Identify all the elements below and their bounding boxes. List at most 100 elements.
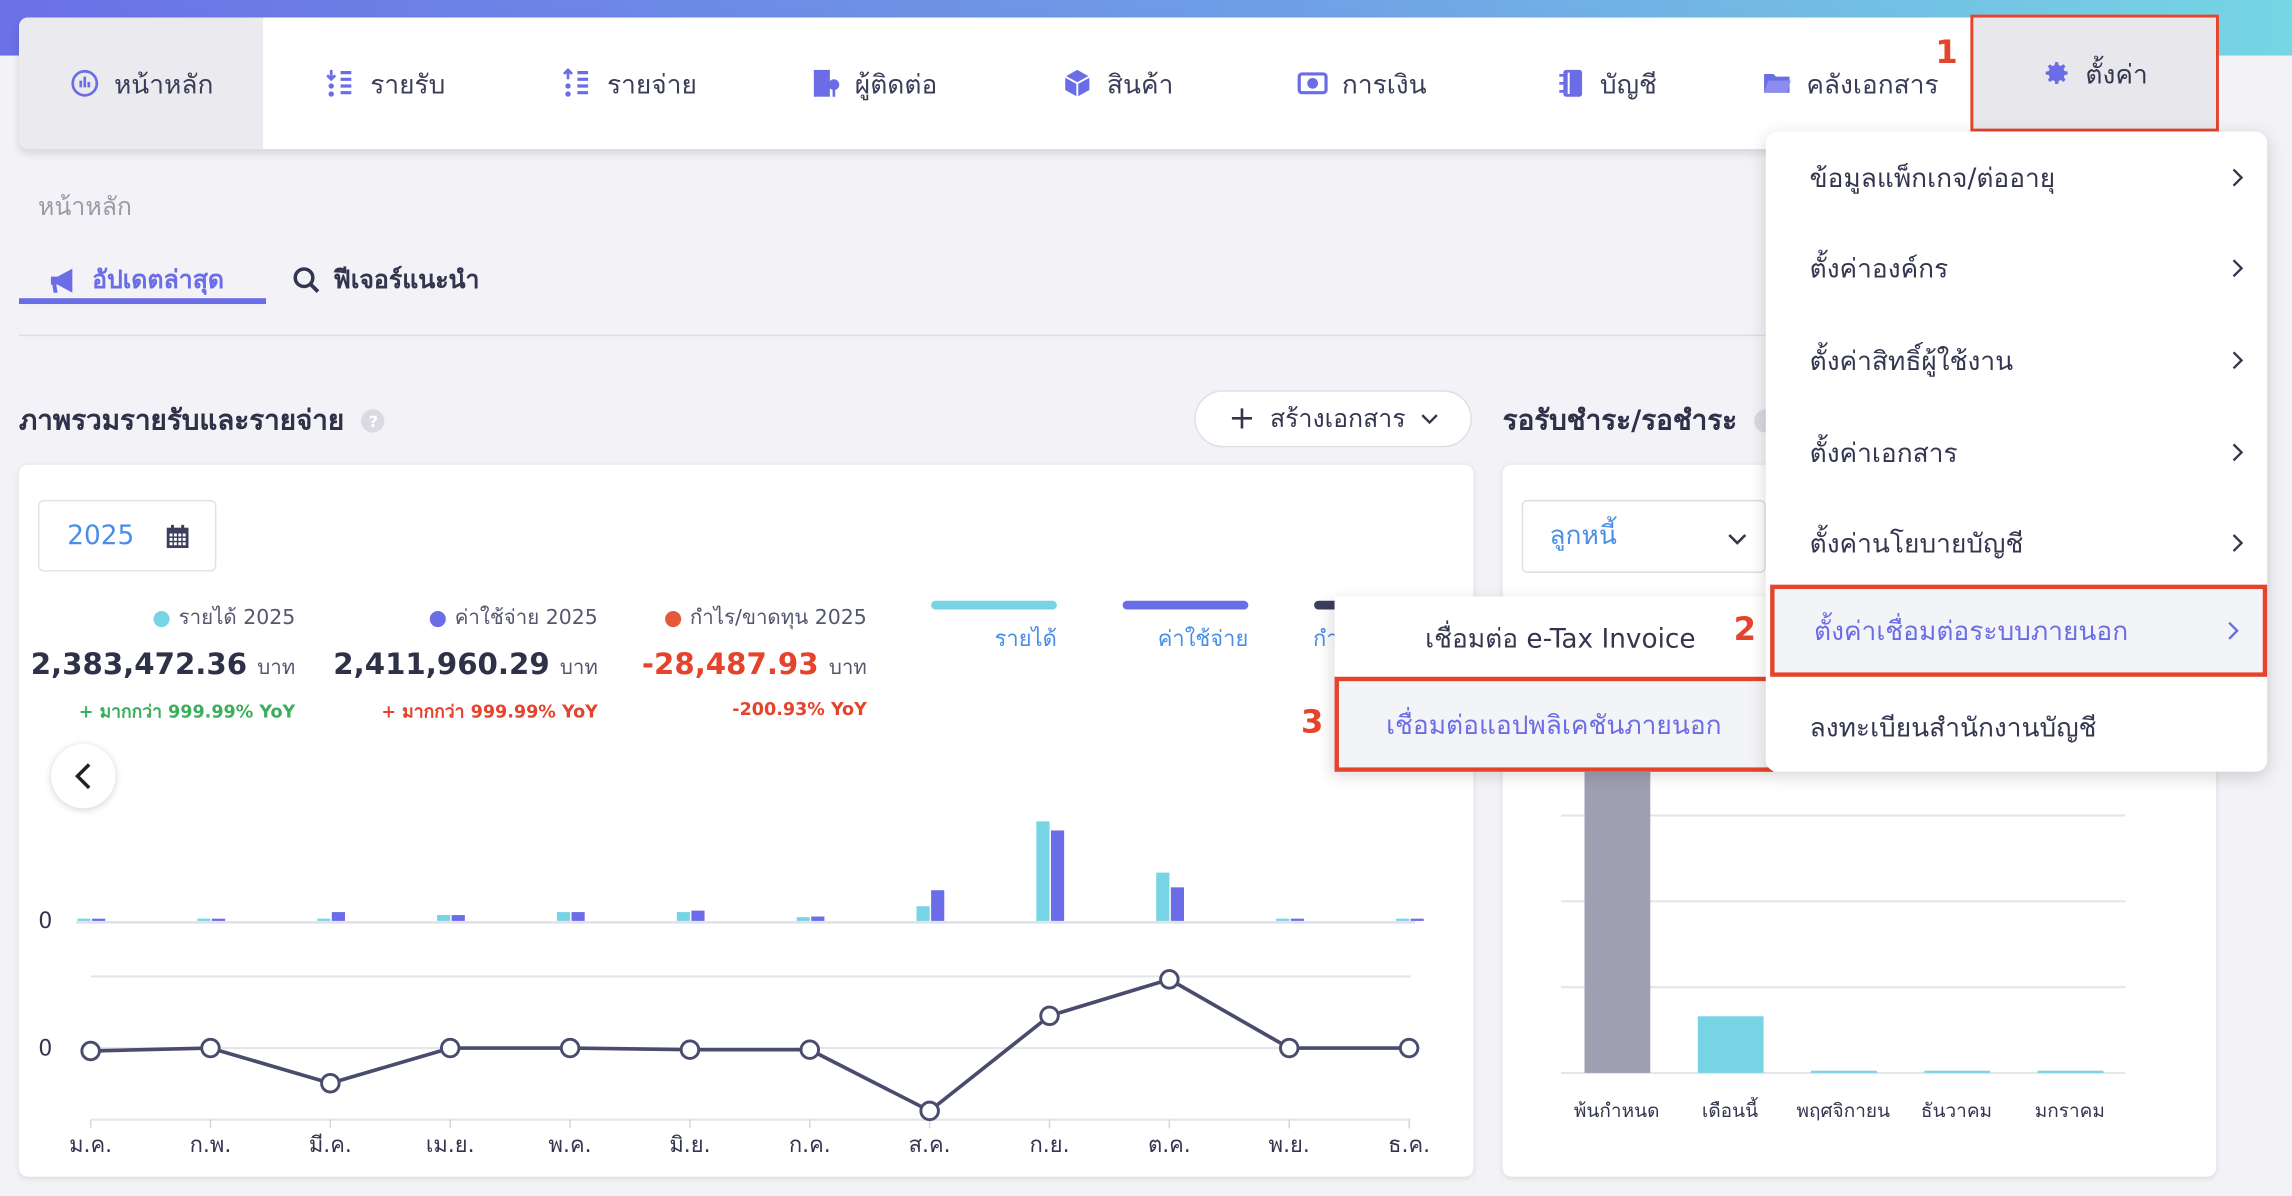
settings-menu-item[interactable]: ข้อมูลแพ็กเกจ/ต่ออายุ [1766,132,2267,223]
aging-bar[interactable] [1811,1070,1877,1073]
legend-dot [665,610,682,627]
nav-item-3[interactable]: ผู้ติดต่อ [751,18,995,150]
stat-yoy: + มากกว่า 999.99% YoY [78,701,296,723]
bar-expense[interactable] [1410,918,1424,921]
bar-income[interactable] [556,912,571,921]
profit-point[interactable] [559,1037,581,1059]
year-picker[interactable]: 2025 [38,499,217,572]
calendar-icon [166,524,189,548]
product-box-icon [1065,69,1091,97]
aging-bar[interactable] [1924,1070,1991,1073]
profit-point[interactable] [919,1100,940,1122]
receivable-type-dropdown[interactable]: ลูกหนี้ [1521,499,1766,573]
bar-expense[interactable] [571,912,585,921]
legend-label[interactable]: รายได้ [994,625,1057,652]
profit-point[interactable] [799,1039,821,1060]
settings-menu-item[interactable]: ตั้งค่าเชื่อมต่อระบบภายนอก [1770,584,2268,677]
chevron-down-icon [1420,413,1438,424]
receivables-header: รอรับชำระ/รอชำระ [1503,399,1779,443]
bar-expense[interactable] [811,916,825,921]
bar-expense[interactable] [92,918,106,921]
tab-recommended-features[interactable]: ฟีเจอร์แนะนำ [292,260,479,299]
bar-income[interactable] [437,915,451,921]
bar-income[interactable] [197,918,211,921]
bar-expense[interactable] [931,890,945,921]
bar-income[interactable] [317,918,331,921]
nav-item-2[interactable]: รายจ่าย [507,18,751,150]
stat-value: -28,487.93 [641,646,819,682]
x-tick-label: ธ.ค. [1388,1133,1430,1158]
profit-point[interactable] [320,1072,341,1094]
bar-expense[interactable] [451,915,465,921]
summary-stat: รายได้ 2025 2,383,472.36 บาท + มากกว่า 999… [31,602,296,726]
settings-menu-item[interactable]: ตั้งค่าเอกสาร [1766,406,2267,497]
help-icon[interactable]: ? [361,409,386,433]
profit-point[interactable] [200,1037,221,1059]
settings-menu-item[interactable]: ตั้งค่านโยบายบัญชี [1766,498,2267,589]
chevron-right-icon [2232,534,2244,553]
active-tab-underline [19,298,267,305]
legend-swatch[interactable] [931,600,1057,610]
bar-income[interactable] [1036,821,1050,921]
nav-settings-tab[interactable]: ตั้งค่า [1970,14,2219,132]
expense-list-icon [563,68,589,97]
bar-income[interactable] [1156,872,1170,921]
bar-expense[interactable] [1050,830,1065,921]
profit-point[interactable] [1039,1005,1060,1027]
bar-income[interactable] [1395,918,1410,921]
x-tick-label: เม.ย. [426,1133,475,1158]
nav-item-7[interactable]: คลังเอกสาร [1728,18,1972,150]
menu-item-label: ตั้งค่าองค์กร [1809,254,1949,286]
nav-item-0[interactable]: หน้าหลัก [19,17,264,150]
settings-menu-item[interactable]: ตั้งค่าองค์กร [1766,223,2267,314]
bar-income[interactable] [676,912,690,921]
profit-point[interactable] [439,1037,461,1059]
nav-item-4[interactable]: สินค้า [995,18,1239,150]
settings-menu-item[interactable]: ลงทะเบียนสำนักงานบัญชี [1766,681,2267,772]
summary-stat: กำไร/ขาดทุน 2025 -28,487.93 บาท -200.93% Y… [641,602,867,720]
stat-unit: บาท [828,656,867,680]
profit-point[interactable] [1159,969,1180,990]
bar-income[interactable] [796,917,810,921]
x-tick-label: ส.ค. [909,1133,951,1158]
profit-point[interactable] [1279,1037,1300,1059]
settings-label: ตั้งค่า [2085,59,2148,90]
tab-latest-updates[interactable]: อัปเดตล่าสุด [48,260,224,299]
gear-icon [2045,62,2068,85]
stat-label: ค่าใช้จ่าย 2025 [454,606,598,631]
bar-expense[interactable] [211,918,226,921]
legend-swatch[interactable] [1122,600,1249,610]
aging-bar[interactable] [1697,1016,1764,1073]
aging-bar[interactable] [1584,764,1651,1073]
nav-item-6[interactable]: บัญชี [1484,18,1728,150]
x-tick-label: ต.ค. [1148,1133,1191,1158]
profit-point[interactable] [80,1040,101,1062]
bar-income[interactable] [916,906,930,921]
bar-expense[interactable] [691,910,705,921]
bar-income[interactable] [1276,918,1290,921]
chevron-right-icon [2232,351,2244,370]
nav-item-1[interactable]: รายรับ [263,18,507,150]
menu-item-label: ตั้งค่าเชื่อมต่อระบบภายนอก [1814,616,2129,648]
settings-menu-item[interactable]: ตั้งค่าสิทธิ์ผู้ใช้งาน [1766,315,2267,406]
x-tick-label: ม.ค. [69,1133,112,1158]
submenu-item[interactable]: เชื่อมต่อ e-Tax Invoice [1335,596,1772,678]
income-expense-chart: 0 0 ม.ค. ก.พ. มี.ค. เม.ย. พ.ค. มิ.ย. ก.ค. ส.ค. ก.ย… [38,821,1430,1158]
aging-label: เดือนนี้ [1702,1097,1759,1122]
bar-expense[interactable] [1290,918,1304,921]
bar-expense[interactable] [1170,887,1185,921]
create-document-button[interactable]: + สร้างเอกสาร [1194,390,1472,448]
stat-yoy: -200.93% YoY [732,698,867,720]
submenu-item[interactable]: เชื่อมต่อแอปพลิเคชันภายนอก [1334,676,1774,772]
bar-income[interactable] [77,918,91,921]
aging-bar[interactable] [2037,1070,2104,1073]
bar-expense[interactable] [331,912,345,921]
aging-chart: พ้นกำหนด เดือนนี้ พฤศจิกายน ธันวาคม มกราคม [1561,764,2126,1122]
profit-point[interactable] [679,1039,701,1060]
nav-item-label: ผู้ติดต่อ [854,69,938,101]
legend-label[interactable]: ค่าใช้จ่าย [1157,625,1249,652]
stat-label-row: รายได้ 2025 [31,602,296,634]
profit-point[interactable] [1398,1037,1420,1059]
previous-button[interactable] [51,744,116,809]
nav-item-5[interactable]: การเงิน [1240,18,1484,150]
